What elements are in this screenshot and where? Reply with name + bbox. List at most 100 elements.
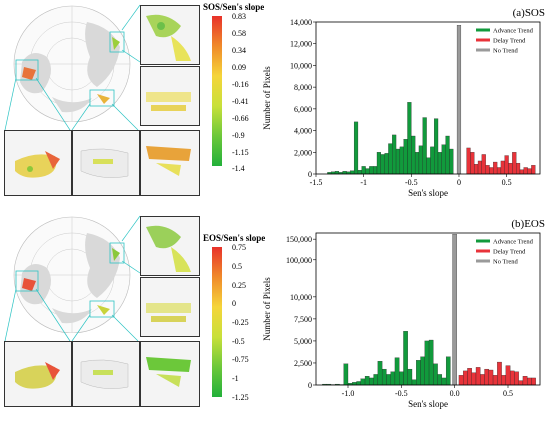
bar-advance-trend — [441, 144, 446, 175]
y-tick-label: 14,000 — [290, 18, 312, 27]
bar-delay-trend — [471, 372, 477, 386]
bar-delay-trend — [467, 368, 472, 386]
y-tick-label: 8,000 — [294, 83, 312, 92]
x-tick-label: 0.5 — [503, 389, 513, 398]
bar-delay-trend — [497, 361, 502, 386]
bar-advance-trend — [377, 361, 383, 386]
bar-advance-trend — [376, 152, 381, 175]
bar-delay-trend — [474, 164, 479, 175]
polar-map-graphic — [13, 5, 131, 123]
bar-delay-trend — [531, 377, 536, 386]
bar-delay-trend — [484, 368, 489, 386]
bar-advance-trend — [407, 102, 412, 175]
map-connector-lines — [4, 215, 141, 342]
legend-label: Delay Trend — [493, 249, 526, 256]
colorbar-tick: -0.16 — [232, 80, 249, 89]
panel-eos: EOS/Sen's slope 0.75 0.5 0.25 0 -0.25 -0… — [0, 211, 550, 421]
zoom-map-north-america — [4, 341, 72, 407]
y-tick-label: 6,000 — [294, 105, 312, 114]
zoom-map-east-asia-2 — [140, 66, 200, 126]
bar-advance-trend — [445, 135, 450, 175]
x-tick-label: 0 — [457, 178, 461, 187]
x-tick-label: -1.0 — [342, 389, 355, 398]
bar-delay-trend — [512, 152, 517, 175]
bar-advance-trend — [394, 357, 400, 386]
y-tick-label: 2,000 — [294, 148, 312, 157]
bar-delay-trend — [488, 369, 494, 386]
x-tick-label: -1 — [360, 178, 367, 187]
bar-delay-trend — [505, 365, 511, 386]
zoom-map-north-america — [4, 130, 72, 196]
bar-advance-trend — [434, 118, 439, 175]
polar-map-eos — [2, 213, 137, 334]
bar-advance-trend — [353, 121, 359, 175]
y-tick-label: 5,000 — [294, 337, 312, 346]
bar-delay-trend — [463, 370, 468, 386]
bar-delay-trend — [489, 167, 494, 175]
bar-advance-trend — [342, 171, 347, 175]
zoom-map-central-asia — [140, 341, 200, 407]
bar-advance-trend — [384, 153, 389, 175]
y-tick-label: 7,500 — [294, 315, 312, 324]
legend-label: Advance Trend — [493, 239, 534, 246]
bar-delay-trend — [531, 165, 536, 175]
bar-delay-trend — [523, 167, 528, 175]
histogram-eos: 0 2,500 5,000 7,500 10,000 100,000 150,000 -1.0… — [262, 218, 545, 409]
y-tick-label: 150,000 — [286, 235, 312, 244]
panel-label: (b)EOS — [511, 218, 545, 230]
bar-advance-trend — [361, 166, 366, 175]
bar-advance-trend — [399, 371, 404, 386]
bar-delay-trend — [501, 375, 507, 386]
bar-advance-trend — [369, 166, 374, 175]
bar-advance-trend — [357, 170, 362, 175]
y-tick-label: 10,000 — [290, 293, 312, 302]
bar-advance-trend — [449, 148, 454, 175]
x-tick-label: -1.5 — [310, 178, 323, 187]
bar-advance-trend — [381, 368, 387, 386]
bar-advance-trend — [364, 376, 370, 386]
colorbar-tick: 0.34 — [232, 46, 246, 55]
bar-advance-trend — [430, 146, 435, 175]
bar-advance-trend — [392, 134, 397, 175]
panel-label: (a)SOS — [513, 7, 545, 19]
bar-advance-trend — [411, 135, 416, 175]
bar-advance-trend — [373, 166, 378, 175]
bar-delay-trend — [522, 376, 528, 386]
histogram-sos: 0 2,000 4,000 6,000 8,000 10,000 12,000 14,000 -… — [262, 7, 545, 198]
y-tick-label: 2,500 — [294, 359, 312, 368]
bar-delay-trend — [500, 160, 505, 175]
bar-delay-trend — [477, 160, 483, 175]
legend-label: Advance Trend — [493, 28, 534, 35]
zoom-map-europe — [72, 130, 140, 196]
zoom-map-east-asia-1 — [140, 5, 200, 65]
bar-delay-trend — [527, 168, 532, 175]
bar-advance-trend — [360, 378, 366, 386]
bar-no-trend — [452, 234, 457, 386]
colorbar-tick: -0.66 — [232, 114, 249, 123]
zoom-map-east-asia-1 — [140, 216, 200, 276]
bar-advance-trend — [445, 356, 451, 386]
y-axis-label: Number of Pixels — [262, 277, 272, 341]
bar-advance-trend — [388, 143, 393, 175]
y-tick-label: 0 — [308, 170, 312, 179]
bar-advance-trend — [424, 340, 430, 386]
bar-delay-trend — [481, 154, 486, 175]
bar-advance-trend — [411, 379, 417, 386]
colorbar-tick: 0.83 — [232, 12, 246, 21]
bar-no-trend — [456, 25, 462, 175]
x-axis-label: Sen's slope — [408, 399, 448, 409]
y-tick-label: 100,000 — [286, 256, 312, 265]
bar-advance-trend — [350, 170, 355, 175]
panel-sos: SOS/Sen's slope 0.83 0.58 0.34 0.09 -0.1… — [0, 0, 550, 210]
colorbar-title: EOS/Sen's slope — [203, 233, 266, 243]
bar-advance-trend — [386, 374, 391, 386]
bar-advance-trend — [437, 152, 442, 175]
bar-advance-trend — [422, 117, 427, 175]
bar-delay-trend — [475, 367, 481, 386]
plot-frame — [315, 21, 541, 175]
bar-delay-trend — [519, 169, 524, 175]
colorbar-tick: -0.25 — [232, 318, 249, 327]
bar-delay-trend — [466, 147, 471, 175]
bar-delay-trend — [514, 371, 519, 386]
zoom-map-central-asia — [140, 130, 200, 196]
